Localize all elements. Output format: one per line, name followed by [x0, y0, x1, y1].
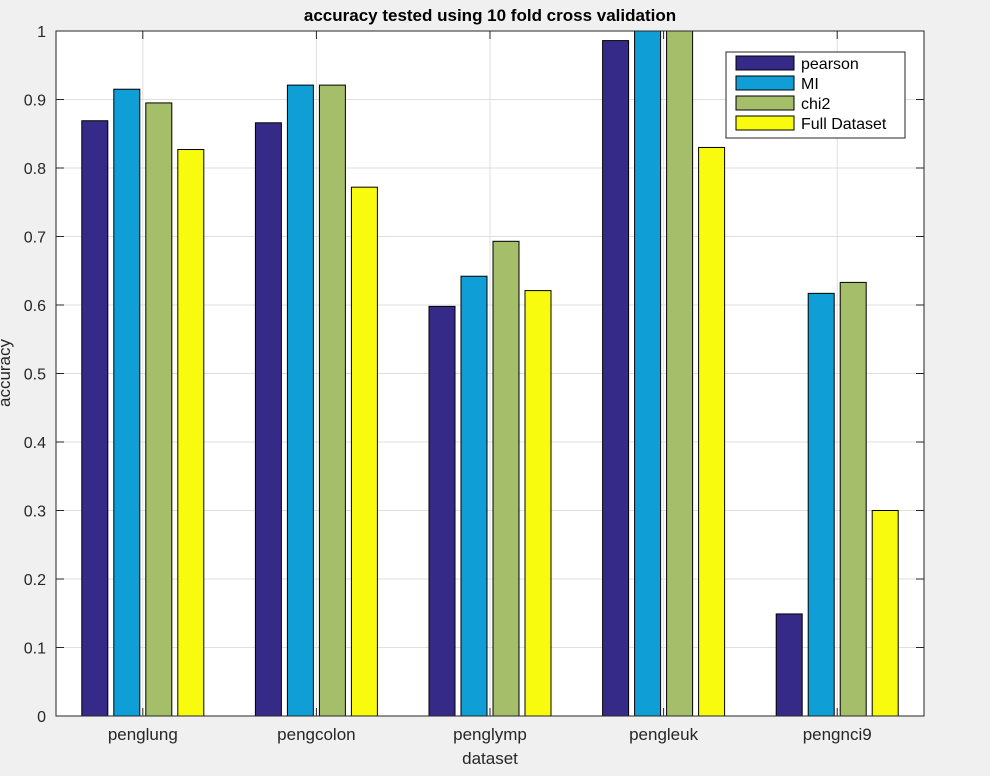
bar-chi2-pengleuk	[666, 30, 694, 717]
legend: pearson MI chi2 Full Dataset	[725, 51, 906, 139]
y-tick-label: 0.2	[24, 572, 46, 589]
x-tick-label: penglymp	[453, 725, 527, 744]
bar-pearson-penglymp	[428, 305, 456, 717]
y-tick-label: 0.4	[24, 435, 46, 452]
y-tick-label: 0	[37, 709, 46, 726]
bar-chi2-pengcolon	[318, 84, 346, 717]
bar-mi-pengnci9	[807, 292, 835, 717]
x-tick-label: pengleuk	[629, 725, 699, 744]
y-tick-label: 0.1	[24, 641, 46, 658]
y-tick-label: 0.3	[24, 504, 46, 521]
legend-label: pearson	[801, 56, 859, 73]
x-tick-label: pengnci9	[803, 725, 872, 744]
y-tick-label: 0.6	[24, 298, 46, 315]
bar-full-dataset-penglung	[177, 149, 205, 717]
bar-pearson-pengcolon	[254, 122, 282, 717]
bar-full-dataset-pengnci9	[871, 510, 899, 717]
bar-chi2-pengnci9	[839, 281, 867, 717]
legend-label: chi2	[801, 96, 830, 113]
bar-mi-penglymp	[460, 275, 488, 717]
legend-swatch	[735, 95, 795, 111]
bar-pearson-penglung	[81, 120, 109, 717]
x-axis-label: dataset	[462, 749, 518, 768]
bar-mi-pengcolon	[286, 84, 314, 717]
legend-swatch	[735, 115, 795, 131]
bar-full-dataset-pengcolon	[350, 186, 378, 717]
legend-label: MI	[801, 76, 819, 93]
bar-mi-penglung	[113, 88, 141, 717]
y-tick-label: 0.7	[24, 230, 46, 247]
y-axis-label: accuracy	[0, 338, 14, 407]
y-tick-label: 1	[37, 24, 46, 41]
legend-swatch	[735, 75, 795, 91]
legend-swatch	[735, 55, 795, 71]
y-axis-ticks: 0 0.1 0.2 0.3 0.4 0.5 0.6 0.7 0.8 0.9 1	[24, 24, 924, 726]
bars-group	[81, 30, 899, 717]
x-axis-ticks: penglung pengcolon penglymp pengleuk pengnci…	[108, 31, 872, 744]
y-tick-label: 0.9	[24, 93, 46, 110]
bar-pearson-pengnci9	[775, 613, 803, 717]
x-tick-label: penglung	[108, 725, 178, 744]
y-tick-label: 0.5	[24, 367, 46, 384]
bar-full-dataset-penglymp	[524, 290, 552, 717]
y-tick-label: 0.8	[24, 161, 46, 178]
bar-pearson-pengleuk	[602, 40, 630, 717]
x-tick-label: pengcolon	[277, 725, 355, 744]
bar-chi2-penglymp	[492, 240, 520, 717]
chart-title: accuracy tested using 10 fold cross vali…	[304, 6, 676, 25]
bar-chi2-penglung	[145, 102, 173, 717]
legend-label: Full Dataset	[801, 116, 887, 133]
bar-mi-pengleuk	[634, 30, 662, 717]
bar-full-dataset-pengleuk	[698, 146, 726, 717]
